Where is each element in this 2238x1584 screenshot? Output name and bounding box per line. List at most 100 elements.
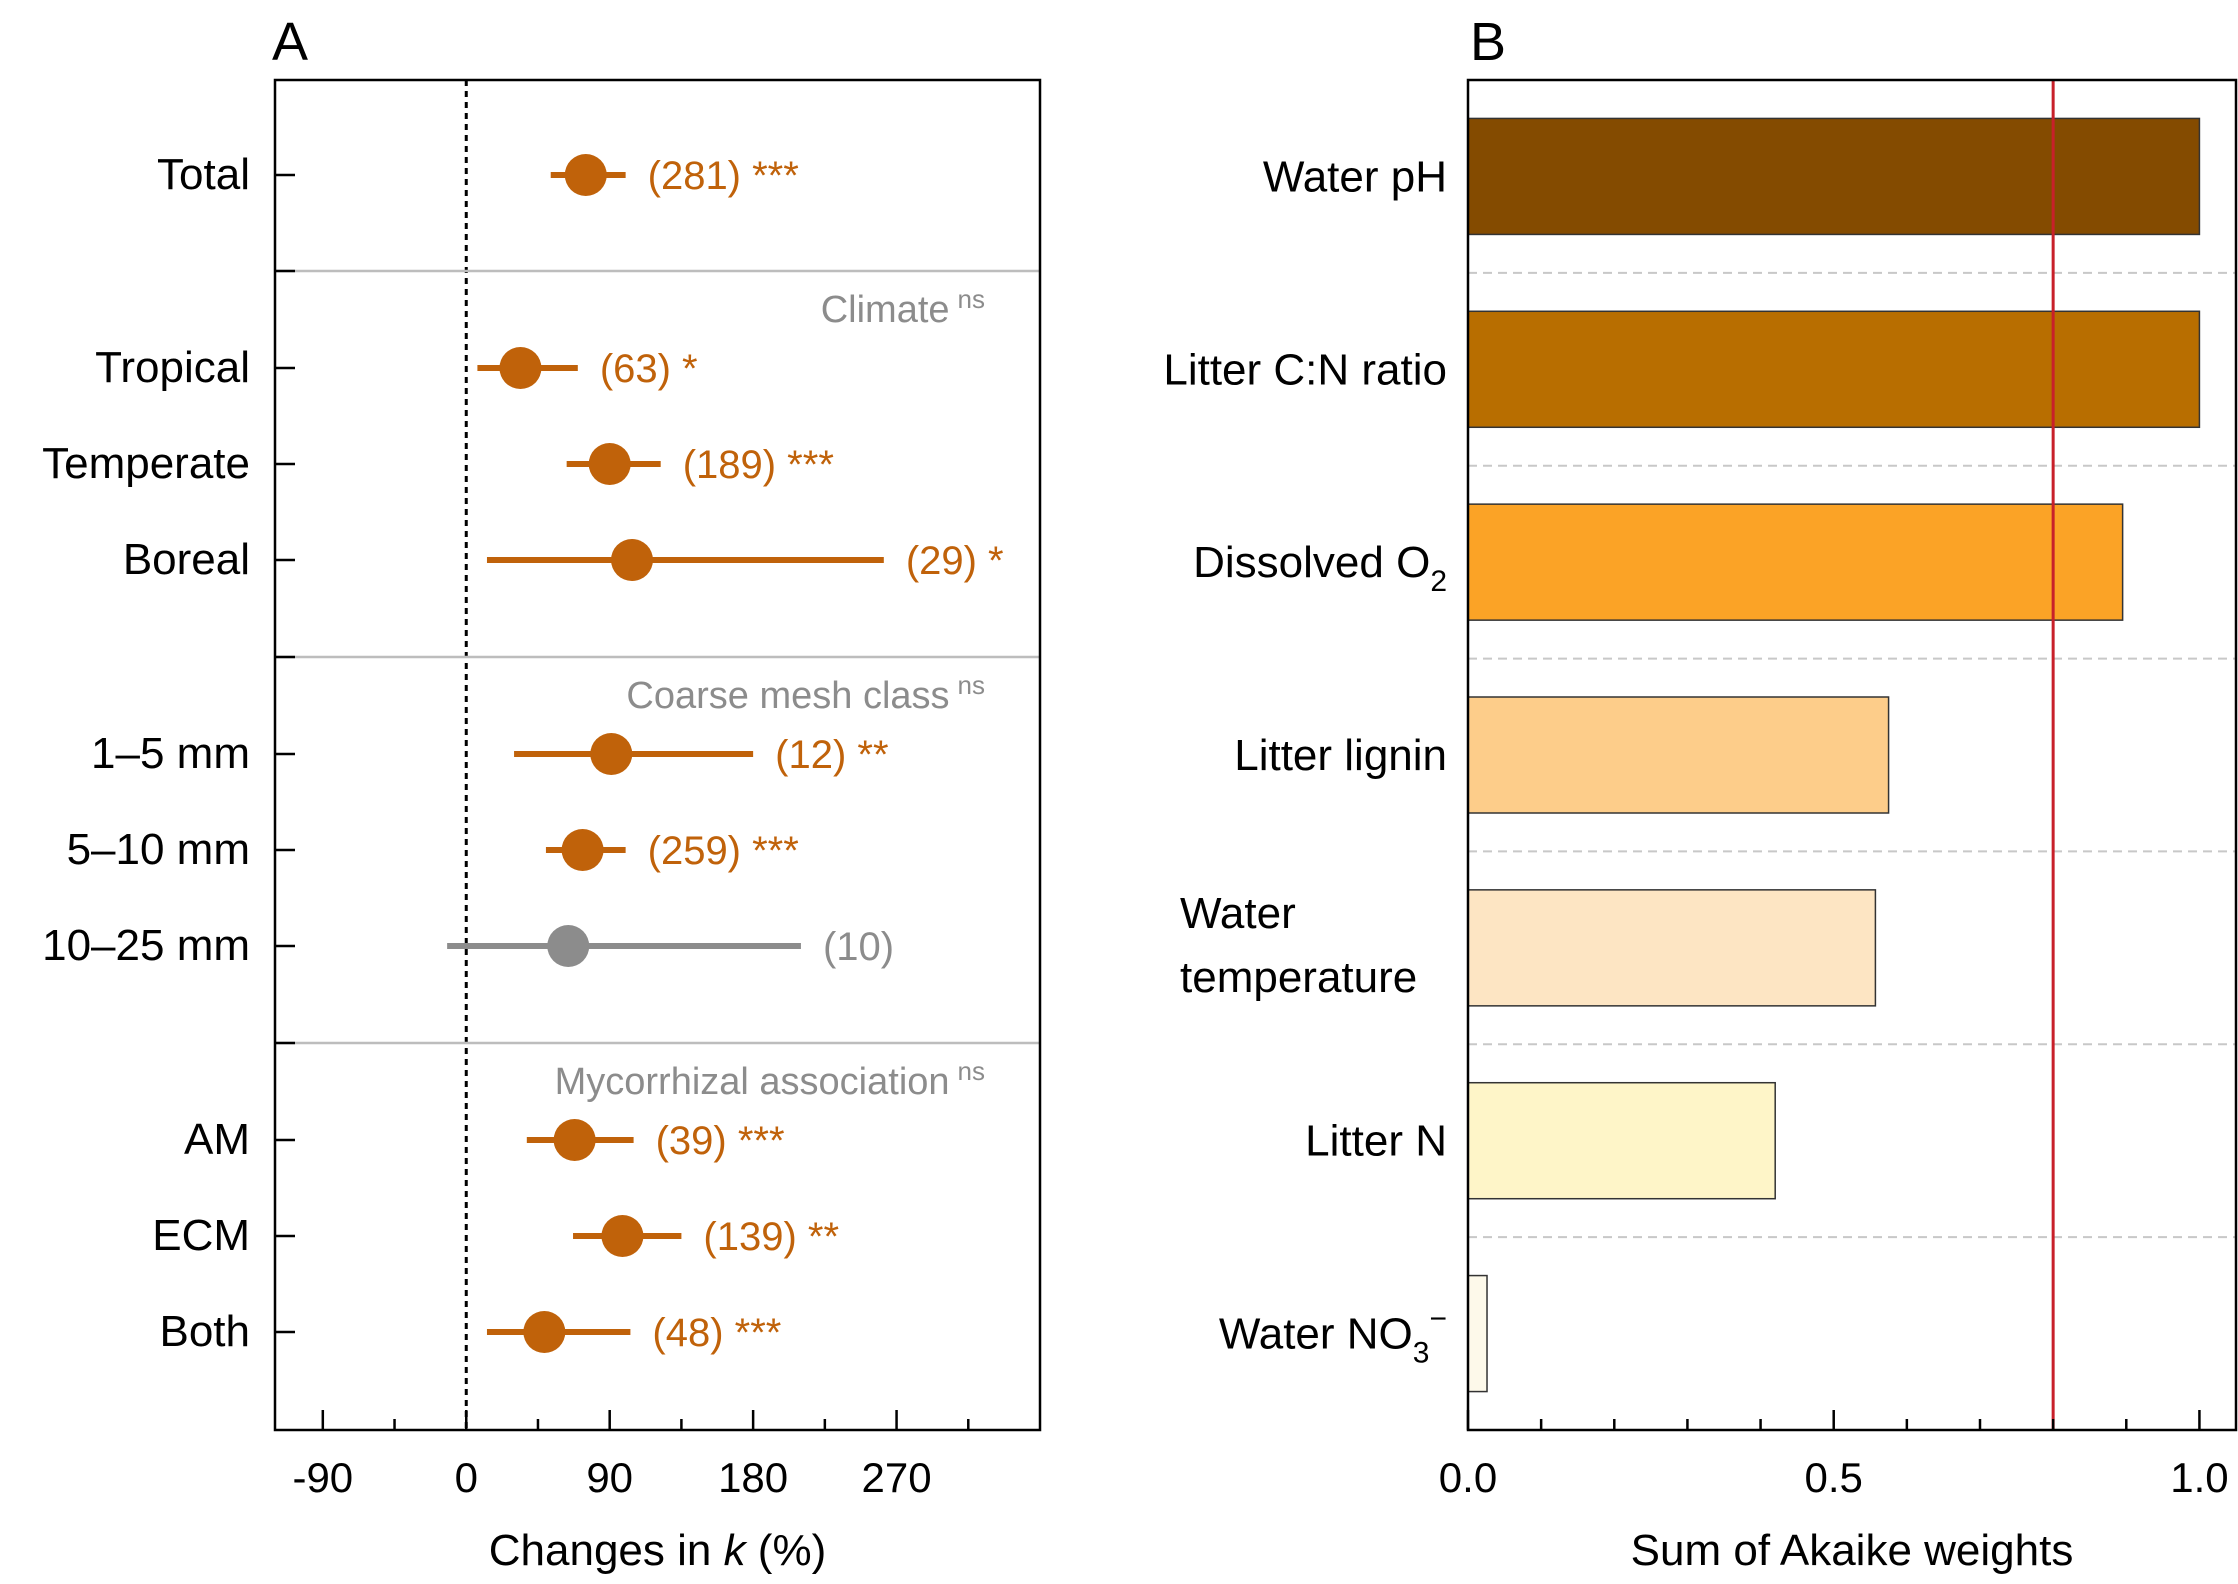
group-separators <box>275 269 1040 1045</box>
group-title-text: Coarse mesh class <box>626 675 949 717</box>
row-label-both: Both <box>159 1307 250 1356</box>
category-dividers <box>1468 271 2236 1239</box>
bars <box>1467 117 2201 1393</box>
x-axis-label-prefix: Changes in <box>489 1526 724 1575</box>
x-tick-label-2: 1.0 <box>2170 1454 2228 1501</box>
row-ecm: ECM (139) ** <box>152 1211 839 1260</box>
group-ns-marker: ns <box>958 284 985 314</box>
x-tick-label-2: 90 <box>586 1454 633 1501</box>
category-labels: Water pH Litter C:N ratio Dissolved O2 Litt… <box>1163 152 1447 1369</box>
category-label-litter-lignin: Litter lignin <box>1234 731 1447 780</box>
count-label: (10) <box>823 925 894 969</box>
category-label-text: Dissolved O <box>1193 538 1430 587</box>
count-label: (139) ** <box>703 1215 839 1259</box>
category-label-subscript: 2 <box>1430 565 1447 598</box>
x-tick-label-0: 0.0 <box>1439 1454 1497 1501</box>
bar-litter-c-n-ratio <box>1467 310 2201 429</box>
count-label: (189) *** <box>683 443 834 487</box>
mean-point <box>601 1215 644 1257</box>
x-axis-label-a: Changes in k (%) <box>489 1526 826 1575</box>
x-tick-label-1: 0 <box>455 1454 478 1501</box>
row-1-5-mm: 1–5 mm (12) ** <box>91 729 888 778</box>
count-label: (63) * <box>600 347 698 391</box>
bar-dissolved-o2 <box>1467 503 2124 621</box>
category-label-water-no3: Water NO3− <box>1219 1303 1447 1370</box>
category-label-water-ph: Water pH <box>1263 152 1447 201</box>
x-tick-label-3: 180 <box>718 1454 788 1501</box>
row-label-total: Total <box>157 150 250 199</box>
count-label: (259) *** <box>648 829 799 873</box>
row-label-am: AM <box>184 1115 250 1164</box>
bar-water-no3 <box>1467 1274 1488 1393</box>
row-tropical: Tropical (63) * <box>95 343 697 392</box>
category-label-text: Litter lignin <box>1234 731 1447 780</box>
row-am: AM (39) *** <box>184 1115 785 1164</box>
x-tick-label-4: 270 <box>862 1454 932 1501</box>
plot-frame-a <box>273 78 1042 1432</box>
mean-point <box>547 925 590 967</box>
mean-point <box>564 154 607 196</box>
row-label-1-5-mm: 1–5 mm <box>91 729 250 778</box>
x-tick-label-0: -90 <box>292 1454 353 1501</box>
bar-water-temperature <box>1467 889 1877 1007</box>
bar-litter-n <box>1467 1081 1776 1200</box>
group-ns-marker: ns <box>958 1056 985 1086</box>
row-label-ecm: ECM <box>152 1211 250 1260</box>
row-total: Total (281) *** <box>157 150 799 199</box>
x-axis-b: 0.0 0.5 1.0 <box>1439 1410 2229 1501</box>
category-label-text: Litter N <box>1305 1117 1447 1166</box>
row-boreal: Boreal (29) * <box>123 535 1004 584</box>
panel-a-letter: A <box>272 12 308 72</box>
plot-frame-b <box>1466 78 2238 1432</box>
mean-point <box>561 829 604 871</box>
x-axis-label-italic: k <box>724 1526 748 1575</box>
x-axis-label-b: Sum of Akaike weights <box>1631 1526 2074 1575</box>
category-label-subscript: 3 <box>1413 1337 1430 1370</box>
group-title-climate: Climate ns <box>821 284 985 331</box>
category-label-water-temperature: Water temperature <box>1180 889 1417 1002</box>
count-label: (281) *** <box>648 154 799 198</box>
row-temperate: Temperate (189) *** <box>42 439 834 488</box>
row-10-25-mm: 10–25 mm (10) <box>42 921 894 970</box>
category-label-line-2: temperature <box>1180 953 1417 1002</box>
group-ns-marker: ns <box>958 670 985 700</box>
category-label-litter-n: Litter N <box>1305 1117 1447 1166</box>
panel-b: B Water pH Litter C:N ratio Dissolved O2 Li… <box>1163 12 2238 1575</box>
row-label-10-25-mm: 10–25 mm <box>42 921 250 970</box>
count-label: (29) * <box>906 539 1004 583</box>
row-5-10-mm: 5–10 mm (259) *** <box>67 825 799 874</box>
bar-water-ph <box>1467 117 2201 236</box>
mean-point <box>499 347 542 389</box>
category-label-litter-c-n-ratio: Litter C:N ratio <box>1163 345 1447 394</box>
mean-point <box>611 539 653 581</box>
row-label-temperate: Temperate <box>42 439 250 488</box>
category-label-dissolved-o2: Dissolved O2 <box>1193 538 1447 598</box>
mean-point <box>523 1311 566 1353</box>
row-label-5-10-mm: 5–10 mm <box>67 825 250 874</box>
category-label-text: Water NO <box>1219 1310 1413 1359</box>
group-title-text: Climate <box>821 289 950 331</box>
row-label-boreal: Boreal <box>123 535 250 584</box>
mean-point <box>588 443 631 485</box>
category-label-superscript: − <box>1429 1303 1447 1336</box>
row-label-tropical: Tropical <box>95 343 250 392</box>
count-label: (39) *** <box>656 1119 785 1163</box>
bar-litter-lignin <box>1467 696 1890 814</box>
panel-b-letter: B <box>1470 12 1506 72</box>
group-title-text: Mycorrhizal association <box>555 1061 950 1103</box>
mean-point <box>553 1119 596 1161</box>
x-tick-label-1: 0.5 <box>1805 1454 1863 1501</box>
x-axis-a: -90 0 90 180 270 <box>292 1410 970 1501</box>
category-label-line-1: Water <box>1180 889 1296 938</box>
forest-rows: Total (281) *** Tropical (63) * Temperate (18… <box>42 150 1004 1356</box>
group-title-mycorrhizal-association: Mycorrhizal association ns <box>555 1056 985 1103</box>
category-label-text: Litter C:N ratio <box>1163 345 1447 394</box>
count-label: (12) ** <box>775 733 888 777</box>
mean-point <box>590 733 633 775</box>
row-both: Both (48) *** <box>159 1307 781 1356</box>
count-label: (48) *** <box>652 1311 781 1355</box>
x-axis-label-suffix: (%) <box>746 1526 827 1575</box>
